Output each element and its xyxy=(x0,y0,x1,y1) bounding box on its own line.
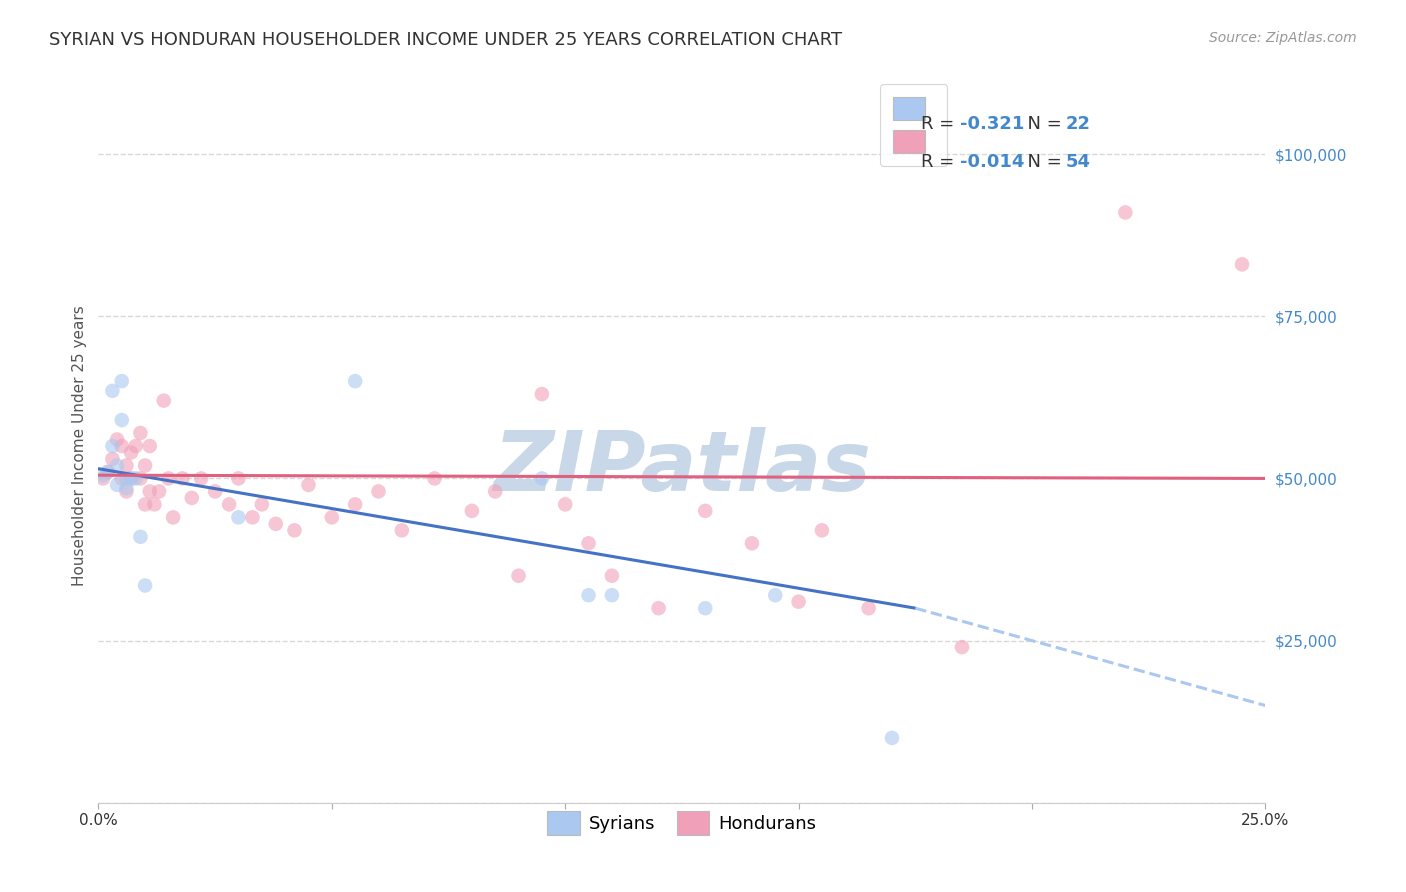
Point xyxy=(120,471,142,485)
Point xyxy=(484,484,506,499)
Point xyxy=(101,384,124,398)
Point xyxy=(578,588,600,602)
Legend: Syrians, Hondurans: Syrians, Hondurans xyxy=(538,803,825,844)
Point xyxy=(101,452,124,467)
Point xyxy=(115,484,138,499)
Point xyxy=(344,497,367,511)
Point xyxy=(105,458,128,473)
Point xyxy=(111,471,134,485)
Point xyxy=(143,497,166,511)
Point xyxy=(880,731,903,745)
Point xyxy=(105,433,128,447)
Point xyxy=(125,439,148,453)
Text: R =: R = xyxy=(921,115,960,134)
Point xyxy=(134,578,156,592)
Point xyxy=(134,458,156,473)
Point xyxy=(105,478,128,492)
Point xyxy=(530,387,553,401)
Point xyxy=(172,471,194,485)
Point xyxy=(190,471,212,485)
Point xyxy=(858,601,880,615)
Point xyxy=(111,374,134,388)
Point xyxy=(508,568,530,582)
Point xyxy=(461,504,484,518)
Point xyxy=(228,510,250,524)
Point xyxy=(101,439,124,453)
Point xyxy=(530,471,553,485)
Text: R =: R = xyxy=(921,153,960,171)
Point xyxy=(97,465,120,479)
Point xyxy=(695,601,717,615)
Point xyxy=(554,497,576,511)
Point xyxy=(950,640,973,654)
Point xyxy=(250,497,273,511)
Point xyxy=(218,497,240,511)
Point xyxy=(129,425,152,440)
Point xyxy=(264,516,287,531)
Point xyxy=(115,458,138,473)
Point xyxy=(228,471,250,485)
Point xyxy=(111,439,134,453)
Point xyxy=(180,491,202,505)
Text: 54: 54 xyxy=(1066,153,1091,171)
Point xyxy=(647,601,669,615)
Point xyxy=(139,439,162,453)
Point xyxy=(1230,257,1253,271)
Point xyxy=(367,484,389,499)
Point xyxy=(152,393,174,408)
Point xyxy=(148,484,170,499)
Point xyxy=(811,524,834,538)
Point xyxy=(91,471,114,485)
Point xyxy=(741,536,763,550)
Point xyxy=(283,524,305,538)
Point xyxy=(91,468,114,483)
Point xyxy=(139,484,162,499)
Point xyxy=(423,471,446,485)
Point xyxy=(600,568,623,582)
Text: -0.321: -0.321 xyxy=(960,115,1025,134)
Text: Source: ZipAtlas.com: Source: ZipAtlas.com xyxy=(1209,31,1357,45)
Y-axis label: Householder Income Under 25 years: Householder Income Under 25 years xyxy=(72,306,87,586)
Point xyxy=(129,530,152,544)
Point xyxy=(321,510,343,524)
Text: ZIPatlas: ZIPatlas xyxy=(494,427,870,508)
Point xyxy=(115,471,138,485)
Point xyxy=(578,536,600,550)
Text: SYRIAN VS HONDURAN HOUSEHOLDER INCOME UNDER 25 YEARS CORRELATION CHART: SYRIAN VS HONDURAN HOUSEHOLDER INCOME UN… xyxy=(49,31,842,49)
Text: 22: 22 xyxy=(1066,115,1091,134)
Point xyxy=(787,595,810,609)
Point xyxy=(134,497,156,511)
Point xyxy=(600,588,623,602)
Point xyxy=(97,465,120,479)
Point xyxy=(157,471,180,485)
Point xyxy=(120,445,142,459)
Point xyxy=(111,413,134,427)
Point xyxy=(297,478,319,492)
Point xyxy=(162,510,184,524)
Point xyxy=(695,504,717,518)
Text: N =: N = xyxy=(1017,115,1069,134)
Text: -0.014: -0.014 xyxy=(960,153,1025,171)
Point xyxy=(204,484,226,499)
Point xyxy=(763,588,786,602)
Point xyxy=(129,471,152,485)
Point xyxy=(120,471,142,485)
Point xyxy=(242,510,264,524)
Text: N =: N = xyxy=(1017,153,1069,171)
Point xyxy=(115,481,138,495)
Point xyxy=(344,374,367,388)
Point xyxy=(1114,205,1136,219)
Point xyxy=(391,524,413,538)
Point xyxy=(125,471,148,485)
